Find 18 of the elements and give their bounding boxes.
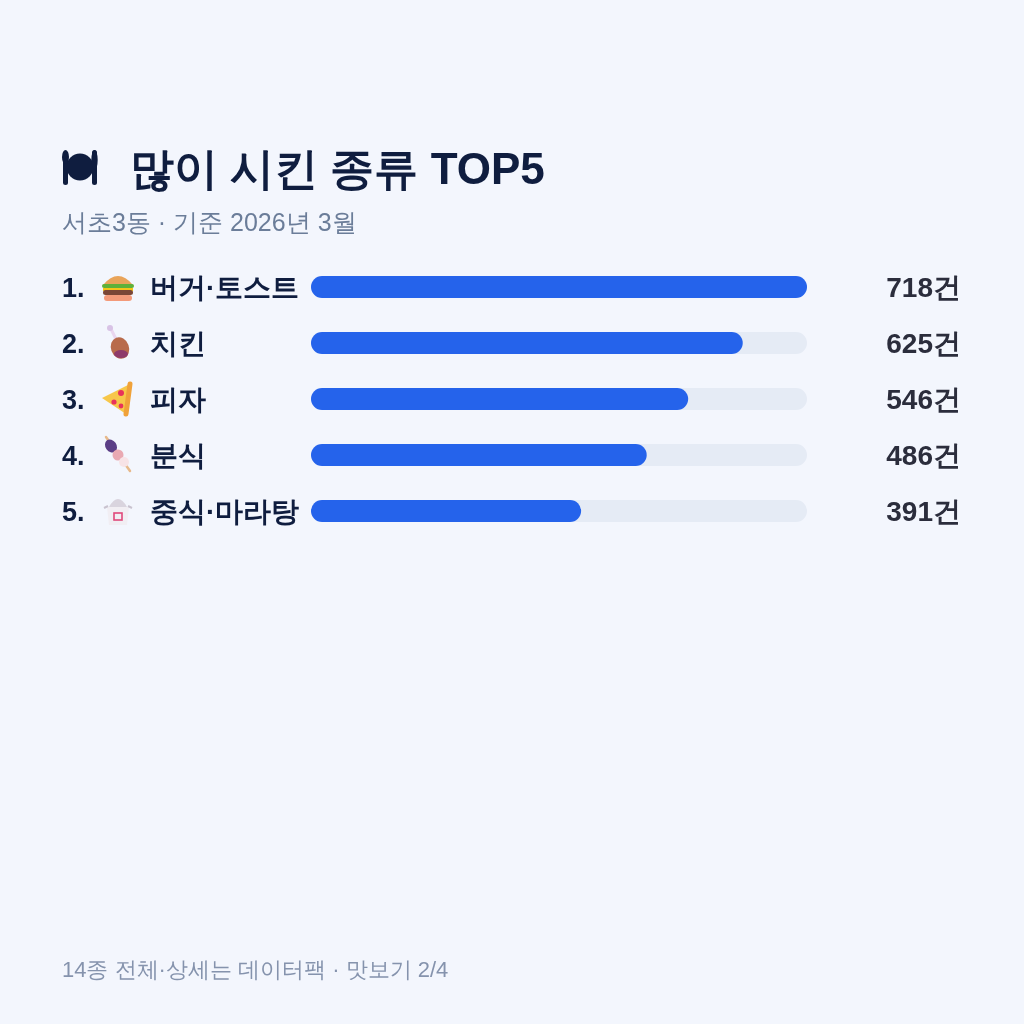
category-rank: 1. bbox=[62, 273, 85, 303]
value-label: 486건 bbox=[886, 440, 961, 471]
category-rank: 3. bbox=[62, 385, 85, 415]
category-name: 분식 bbox=[150, 440, 206, 471]
value-label: 625건 bbox=[886, 328, 961, 359]
title: 많이 시킨 종류 TOP5 bbox=[130, 144, 545, 193]
subtitle: 서초3동 · 기준 2026년 3월 bbox=[62, 208, 357, 236]
value-label: 546건 bbox=[886, 384, 961, 415]
category-name: 중식·마라탕 bbox=[150, 496, 300, 527]
category-name: 피자 bbox=[150, 384, 206, 415]
category-rank: 5. bbox=[62, 497, 85, 527]
category-name: 치킨 bbox=[150, 328, 206, 359]
annotation: 14종 전체·상세는 데이터팩 · 맛보기 2/4 bbox=[62, 957, 449, 982]
category-rank: 2. bbox=[62, 329, 85, 359]
category-rank: 4. bbox=[62, 441, 85, 471]
value-label: 391건 bbox=[886, 496, 961, 527]
category-name: 버거·토스트 bbox=[150, 272, 300, 303]
value-label: 718건 bbox=[886, 272, 961, 303]
